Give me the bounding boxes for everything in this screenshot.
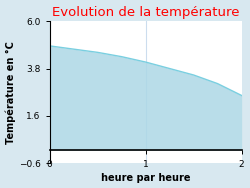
Title: Evolution de la température: Evolution de la température	[52, 6, 240, 19]
X-axis label: heure par heure: heure par heure	[101, 173, 190, 183]
Y-axis label: Température en °C: Température en °C	[6, 41, 16, 144]
